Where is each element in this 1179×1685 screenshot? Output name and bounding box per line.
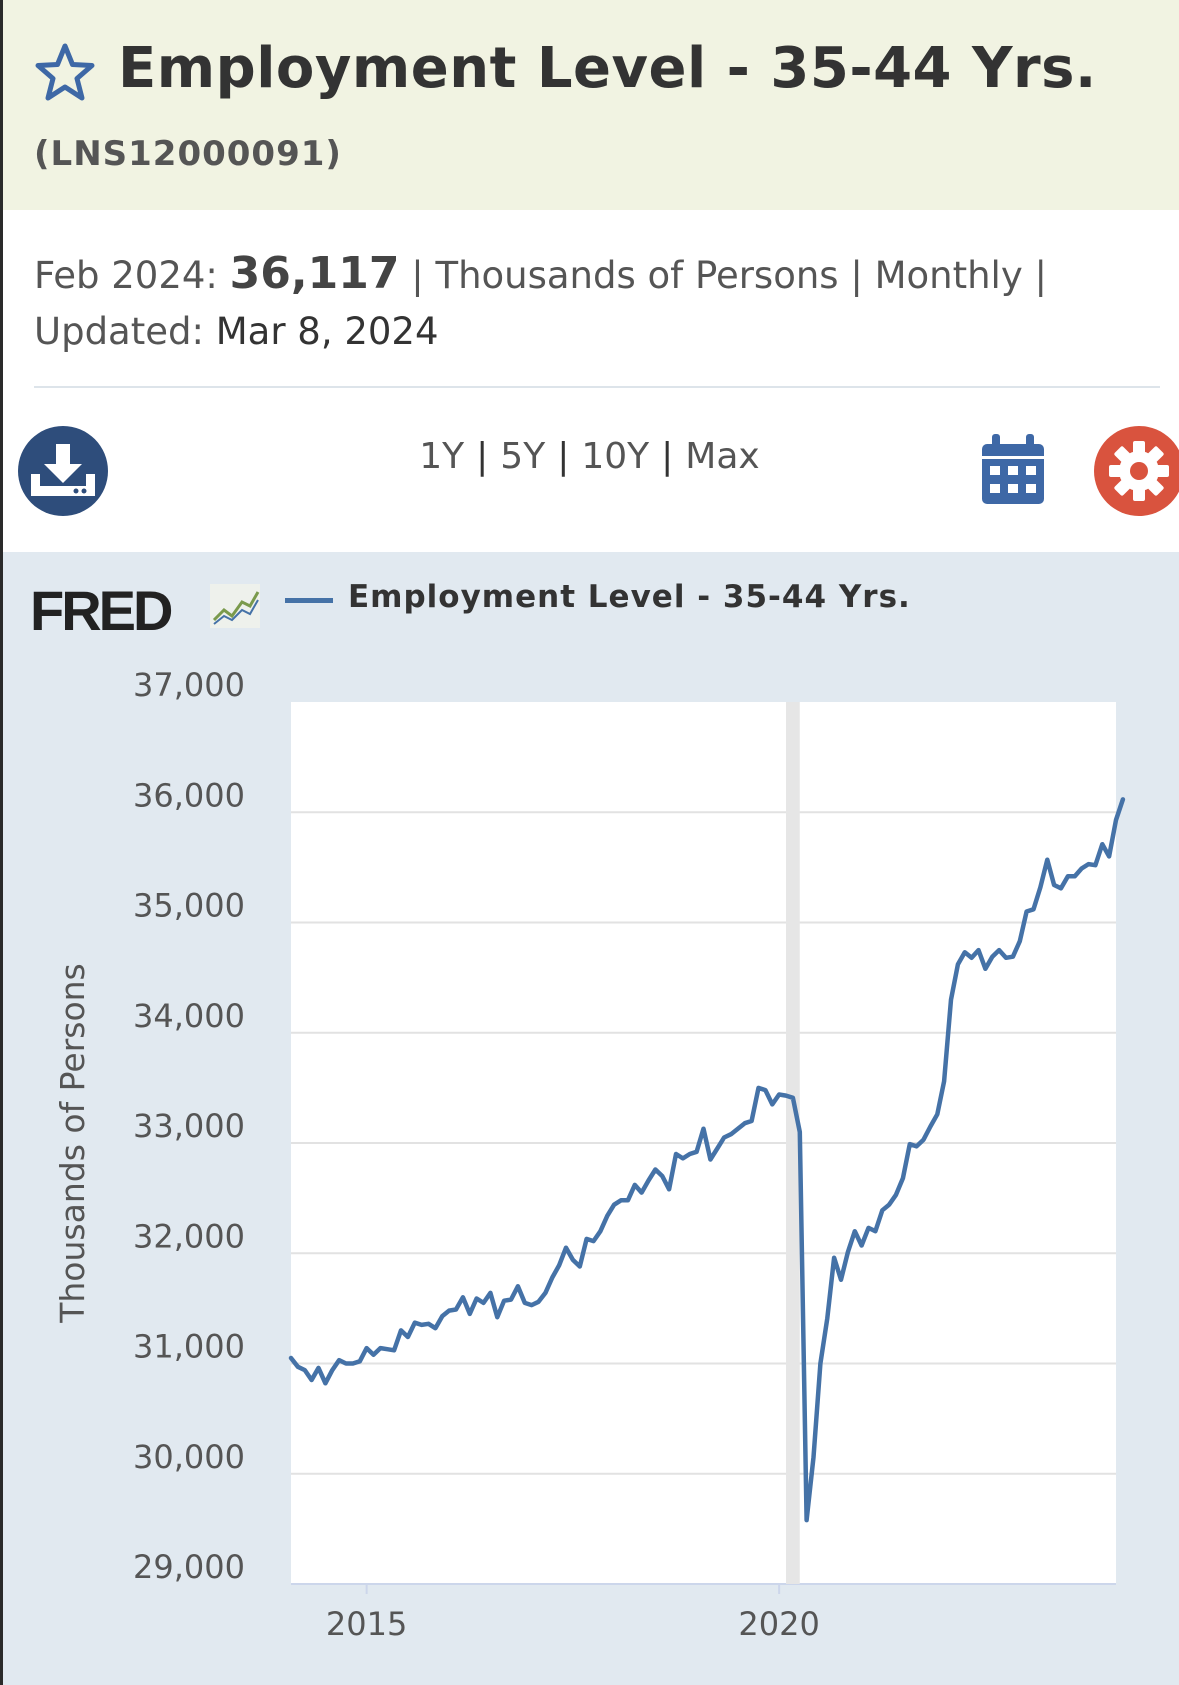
series-header (3, 0, 1179, 210)
y-tick-label: 37,000 (133, 666, 245, 704)
meta-separator: | (1034, 254, 1047, 297)
range-separator: | (661, 436, 674, 477)
fred-logo: FRED (30, 579, 173, 642)
observation-value: 36,117 (229, 248, 400, 299)
units-label: Thousands of Persons (435, 254, 839, 297)
legend-label: Employment Level - 35-44 Yrs. (348, 579, 911, 615)
series-meta: Feb 2024: 36,117 | Thousands of Persons … (34, 246, 1144, 360)
x-tick-label: 2015 (326, 1605, 407, 1643)
range-5y[interactable]: 5Y (500, 436, 546, 477)
y-tick-label: 30,000 (133, 1438, 245, 1476)
page-title: Employment Level - 35-44 Yrs. (118, 36, 1097, 101)
recession-band (786, 702, 800, 1584)
frequency-label: Monthly (874, 254, 1023, 297)
range-1y[interactable]: 1Y (419, 436, 465, 477)
meta-separator: | (850, 254, 863, 297)
range-separator: | (557, 436, 570, 477)
range-max[interactable]: Max (685, 436, 760, 477)
y-tick-label: 32,000 (133, 1217, 245, 1255)
updated-date: Mar 8, 2024 (215, 310, 439, 353)
series-id: (LNS12000091) (34, 134, 342, 174)
legend-swatch (285, 598, 333, 603)
settings-gear-icon[interactable] (1094, 426, 1179, 516)
updated-label: Updated: (34, 310, 204, 353)
calendar-icon[interactable] (980, 434, 1046, 506)
y-axis-label: Thousands of Persons (53, 963, 92, 1324)
date-range-selector: 1Y | 5Y | 10Y | Max (0, 436, 1179, 477)
range-10y[interactable]: 10Y (581, 436, 650, 477)
observation-date: Feb 2024: (34, 254, 218, 297)
download-icon (31, 444, 95, 496)
y-tick-label: 33,000 (133, 1107, 245, 1145)
series-line (288, 797, 1126, 1523)
x-tick-label: 2020 (738, 1605, 819, 1643)
meta-separator: | (411, 254, 424, 297)
star-icon[interactable] (34, 42, 96, 104)
fred-chart-logo-icon (210, 584, 260, 628)
download-button[interactable] (18, 426, 108, 516)
divider (34, 386, 1160, 388)
y-tick-label: 31,000 (133, 1328, 245, 1366)
range-separator: | (476, 436, 489, 477)
y-tick-label: 34,000 (133, 997, 245, 1035)
y-tick-label: 35,000 (133, 887, 245, 925)
y-tick-label: 29,000 (133, 1548, 245, 1586)
y-tick-label: 36,000 (133, 776, 245, 814)
